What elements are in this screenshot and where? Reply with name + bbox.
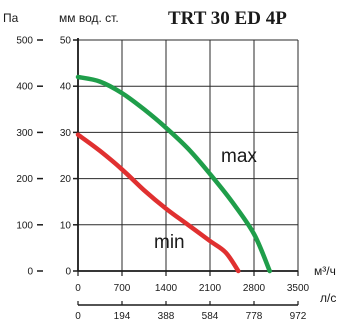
x-tick-label: 0	[75, 283, 81, 294]
x-unit-bottom-label: л/с	[320, 291, 336, 305]
y-left-tick-label: 300	[16, 128, 33, 139]
y-left-tick-label: 100	[16, 220, 33, 231]
y-left-tick-label: 400	[16, 82, 33, 93]
series-label-max: max	[221, 146, 257, 167]
series-line-max	[75, 74, 272, 274]
x-tick-label: 1400	[155, 283, 178, 294]
grid-lines	[78, 39, 299, 271]
series-lines	[75, 74, 272, 274]
x-tick-label: 3500	[287, 283, 310, 294]
x-tick-label: 2800	[243, 283, 266, 294]
x-secondary-tick-label: 778	[246, 311, 263, 322]
x-tick-label: 2100	[199, 283, 222, 294]
x-secondary-tick-label: 0	[75, 311, 81, 322]
y-left-tick-label: 0	[27, 267, 33, 278]
series-label-min: min	[154, 232, 185, 253]
y-left-tick-label: 200	[16, 174, 33, 185]
x-tick-label: 700	[114, 283, 131, 294]
y-right-tick-label: 50	[60, 36, 72, 47]
x-secondary-tick-label: 584	[202, 311, 219, 322]
y-left-tick-label: 500	[16, 36, 33, 47]
mm-unit-label: мм вод. ст.	[59, 11, 119, 25]
y-right-tick-label: 20	[60, 174, 72, 185]
pa-unit-label: Па	[3, 11, 19, 25]
x-secondary-tick-label: 388	[158, 311, 175, 322]
y-right-tick-label: 30	[60, 128, 72, 139]
chart-title: TRT 30 ED 4P	[168, 8, 287, 29]
series-line-min	[75, 132, 241, 274]
x-unit-top-label: м³/ч	[314, 264, 336, 278]
y-right-tick-label: 10	[60, 220, 72, 231]
x-secondary-tick-label: 972	[290, 311, 307, 322]
x-secondary-tick-label: 194	[114, 311, 131, 322]
y-right-tick-label: 0	[65, 267, 71, 278]
y-right-tick-label: 40	[60, 82, 72, 93]
